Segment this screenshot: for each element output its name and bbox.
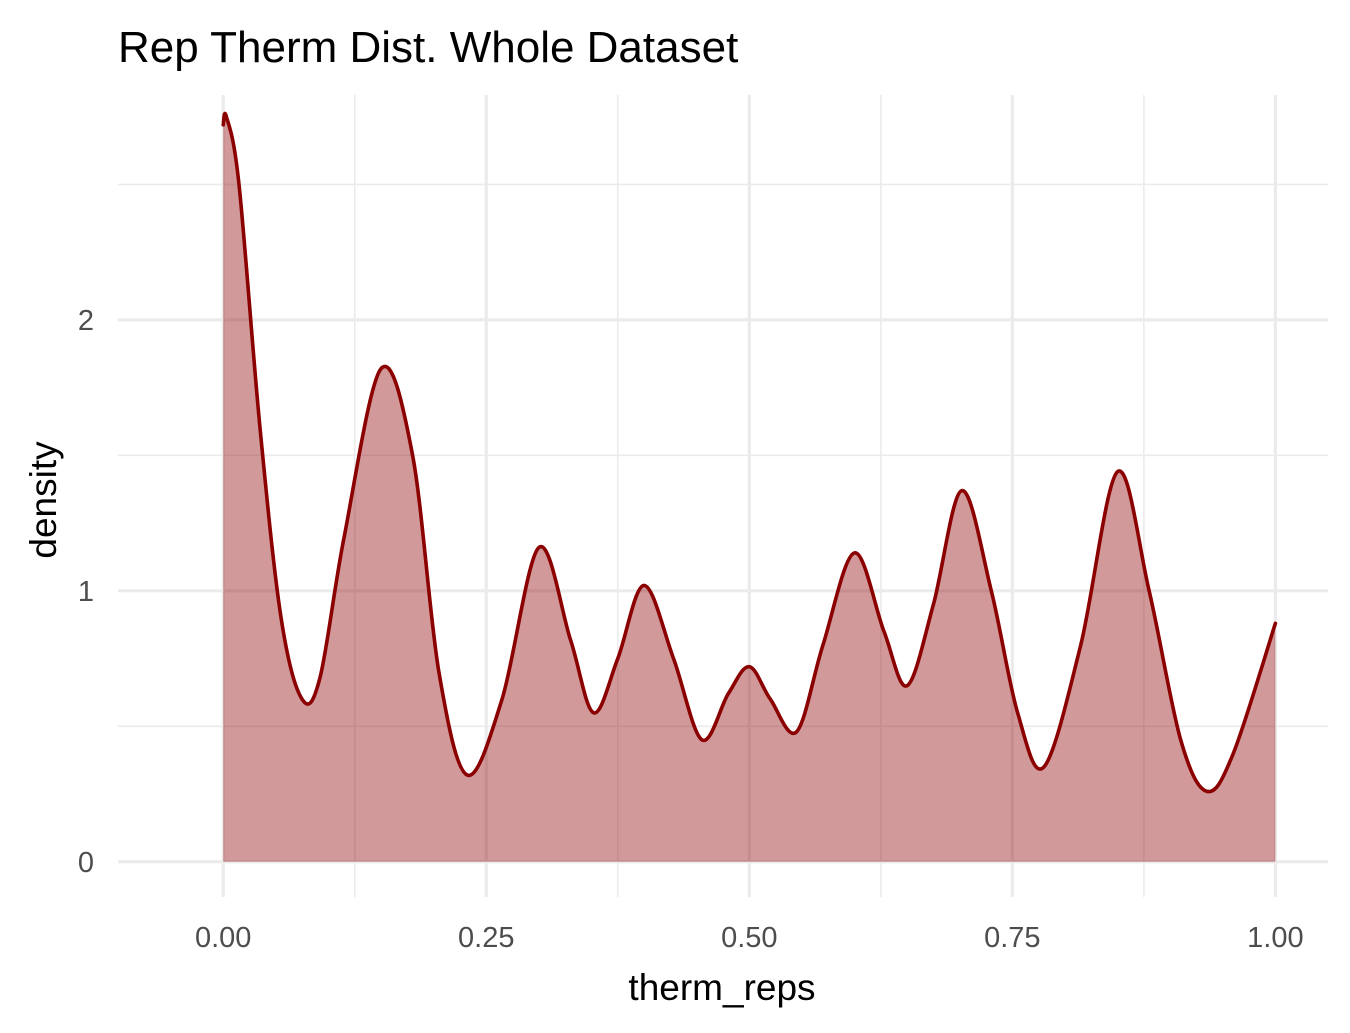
y-axis-title: density bbox=[23, 441, 64, 559]
density-curve-line bbox=[221, 111, 1278, 794]
area-layer bbox=[221, 111, 1278, 862]
x-tick-label: 0.75 bbox=[984, 922, 1040, 954]
y-tick-labels: 0 1 2 bbox=[78, 305, 94, 879]
y-tick-label: 0 bbox=[78, 847, 94, 879]
x-axis-title: therm_reps bbox=[628, 967, 815, 1008]
chart-title: Rep Therm Dist. Whole Dataset bbox=[118, 23, 738, 72]
y-tick-label: 1 bbox=[78, 576, 94, 608]
density-area-fill bbox=[223, 113, 1276, 862]
x-tick-label: 0.00 bbox=[195, 922, 251, 954]
x-tick-label: 0.50 bbox=[721, 922, 777, 954]
x-tick-label: 0.25 bbox=[458, 922, 514, 954]
y-tick-label: 2 bbox=[78, 305, 94, 337]
x-tick-label: 1.00 bbox=[1247, 922, 1303, 954]
x-tick-labels: 0.00 0.25 0.50 0.75 1.00 bbox=[195, 922, 1304, 954]
grid-layer bbox=[118, 95, 1328, 897]
